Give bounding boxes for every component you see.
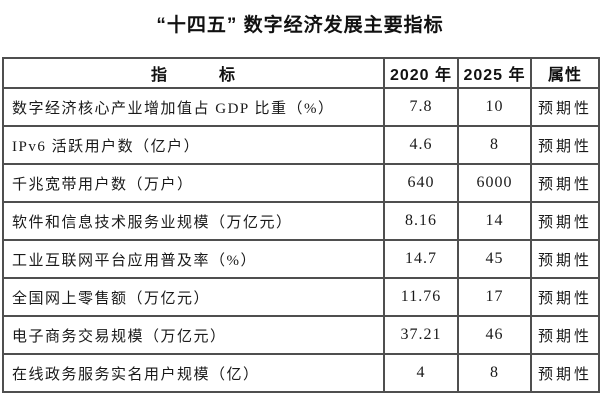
indicator-cell: 工业互联网平台应用普及率（%）: [2, 239, 385, 279]
attribute-cell: 预期性: [530, 315, 600, 355]
header-2020: 2020 年: [383, 57, 459, 89]
attribute-cell: 预期性: [530, 163, 600, 203]
indicator-cell: 千兆宽带用户数（万户）: [2, 163, 385, 203]
attribute-cell: 预期性: [530, 353, 600, 393]
indicator-cell: 全国网上零售额（万亿元）: [2, 277, 385, 317]
indicator-cell: 数字经济核心产业增加值占 GDP 比重（%）: [2, 87, 385, 127]
table-row: 工业互联网平台应用普及率（%） 14.7 45 预期性: [2, 239, 600, 279]
value-2025-cell: 8: [457, 353, 532, 393]
value-2025-cell: 17: [457, 277, 532, 317]
table-row: 千兆宽带用户数（万户） 640 6000 预期性: [2, 163, 600, 203]
table-row: 数字经济核心产业增加值占 GDP 比重（%） 7.8 10 预期性: [2, 87, 600, 127]
value-2020-cell: 11.76: [383, 277, 459, 317]
table-header-row: 指 标 2020 年 2025 年 属性: [2, 57, 600, 89]
value-2020-cell: 4.6: [383, 125, 459, 165]
indicator-cell: 软件和信息技术服务业规模（万亿元）: [2, 201, 385, 241]
value-2025-cell: 45: [457, 239, 532, 279]
header-2025: 2025 年: [457, 57, 532, 89]
table-row: 全国网上零售额（万亿元） 11.76 17 预期性: [2, 277, 600, 317]
attribute-cell: 预期性: [530, 87, 600, 127]
table-row: 在线政务服务实名用户规模（亿） 4 8 预期性: [2, 353, 600, 393]
table-row: IPv6 活跃用户数（亿户） 4.6 8 预期性: [2, 125, 600, 165]
attribute-cell: 预期性: [530, 277, 600, 317]
header-indicator: 指 标: [2, 57, 385, 89]
value-2020-cell: 640: [383, 163, 459, 203]
indicator-cell: 电子商务交易规模（万亿元）: [2, 315, 385, 355]
value-2025-cell: 6000: [457, 163, 532, 203]
value-2025-cell: 8: [457, 125, 532, 165]
value-2020-cell: 14.7: [383, 239, 459, 279]
value-2025-cell: 10: [457, 87, 532, 127]
indicator-cell: IPv6 活跃用户数（亿户）: [2, 125, 385, 165]
value-2020-cell: 8.16: [383, 201, 459, 241]
indicator-cell: 在线政务服务实名用户规模（亿）: [2, 353, 385, 393]
attribute-cell: 预期性: [530, 125, 600, 165]
value-2020-cell: 4: [383, 353, 459, 393]
header-attribute: 属性: [530, 57, 600, 89]
value-2025-cell: 46: [457, 315, 532, 355]
value-2020-cell: 7.8: [383, 87, 459, 127]
value-2025-cell: 14: [457, 201, 532, 241]
attribute-cell: 预期性: [530, 239, 600, 279]
value-2020-cell: 37.21: [383, 315, 459, 355]
attribute-cell: 预期性: [530, 201, 600, 241]
page-title: “十四五” 数字经济发展主要指标: [156, 15, 444, 36]
indicator-table: 指 标 2020 年 2025 年 属性 数字经济核心产业增加值占 GDP 比重…: [2, 57, 600, 393]
table-row: 电子商务交易规模（万亿元） 37.21 46 预期性: [2, 315, 600, 355]
table-row: 软件和信息技术服务业规模（万亿元） 8.16 14 预期性: [2, 201, 600, 241]
